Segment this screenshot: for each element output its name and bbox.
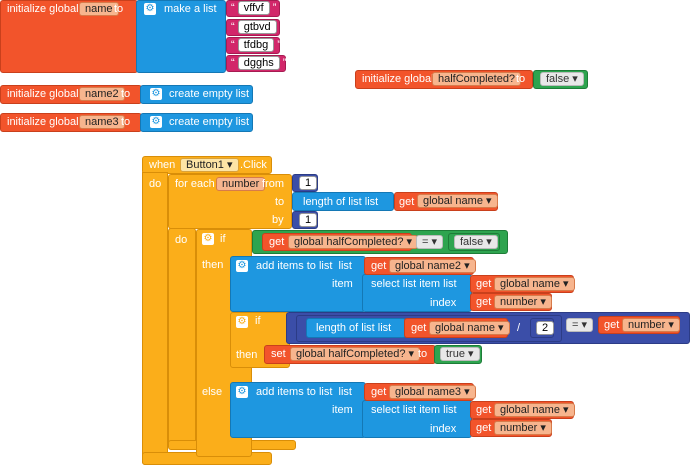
gear-icon[interactable]: ⚙ [144,3,156,15]
divide-label: / [517,322,521,334]
gear-icon[interactable]: ⚙ [150,116,162,128]
to-label: to [121,116,131,128]
create-empty-list-label: create empty list [169,88,250,100]
get-var-dropdown[interactable]: global name ▾ [494,403,575,417]
item-label: item [332,278,353,290]
to-label: to [275,196,285,208]
do-label: do [149,178,162,190]
component-dropdown[interactable]: Button1 ▾ [180,158,239,172]
operator-dropdown[interactable]: = ▾ [416,235,444,249]
index-label: index [430,423,457,435]
create-empty-list-block[interactable] [140,113,253,132]
text-value-2: “ gtbvd ” [231,20,284,34]
text-value-4: “ dgghs ” [231,56,287,70]
for-each-rail [168,228,196,449]
get-var-dropdown[interactable]: global name2 ▾ [389,259,476,273]
get-label: get [476,296,492,308]
get-label: get [604,319,620,331]
get-var-dropdown[interactable]: global halfCompleted? ▾ [288,235,419,249]
add-items-label: add items to list list [256,260,352,272]
get-label: get [476,404,492,416]
if-label: if [220,233,226,245]
set-label: set [271,348,286,360]
create-empty-list-block[interactable] [140,85,253,104]
length-of-list-label: length of list list [303,196,379,208]
select-list-item-label: select list item list [371,278,457,290]
get-var-dropdown[interactable]: global name ▾ [417,194,498,208]
for-each-label: for each [175,178,215,190]
get-label: get [411,322,427,334]
to-label: to [418,348,428,360]
divisor-value[interactable]: 2 [536,321,555,335]
var-name3-field[interactable]: name3 [79,115,125,129]
false-dropdown[interactable]: false ▾ [454,235,498,249]
by-label: by [272,214,284,226]
then-label: then [202,259,224,271]
do-label: do [175,234,188,246]
from-label: from [262,178,284,190]
get-label: get [371,260,387,272]
gear-icon[interactable]: ⚙ [236,316,248,328]
var-name-field[interactable]: name [79,2,119,16]
get-var-dropdown[interactable]: number ▾ [494,295,552,309]
from-value[interactable]: 1 [299,176,318,190]
by-value[interactable]: 1 [299,213,318,227]
item-label: item [332,404,353,416]
add-items-to-list-block[interactable] [230,256,366,312]
get-var-dropdown[interactable]: global name3 ▾ [389,385,476,399]
get-var-dropdown[interactable]: global name ▾ [429,321,510,335]
else-label: else [202,386,223,398]
then-label: then [236,349,258,361]
length-of-list-label: length of list list [316,322,392,334]
text-value-3: “ tfdbg ” [231,38,281,52]
get-label: get [476,278,492,290]
false-dropdown[interactable]: false ▾ [540,72,584,86]
get-var-dropdown[interactable]: number ▾ [494,421,552,435]
to-label: to [121,88,131,100]
get-var-dropdown[interactable]: number ▾ [622,318,680,332]
select-list-item-label: select list item list [371,404,457,416]
true-dropdown[interactable]: true ▾ [440,347,480,361]
gear-icon[interactable]: ⚙ [236,260,248,272]
get-label: get [476,422,492,434]
add-items-to-list-block[interactable] [230,382,366,438]
if-label: if [255,315,261,327]
gear-icon[interactable]: ⚙ [202,233,214,245]
var-name2-field[interactable]: name2 [79,87,125,101]
create-empty-list-label: create empty list [169,116,250,128]
add-items-inner [362,274,472,312]
gear-icon[interactable]: ⚙ [236,386,248,398]
gear-icon[interactable]: ⚙ [150,88,162,100]
init-label: initialize global [7,88,79,100]
event-body-rail [142,172,168,465]
when-label: when [149,159,176,171]
index-label: index [430,297,457,309]
event-name-label: .Click [240,159,267,171]
init-label: initialize global [7,3,79,15]
init-label: initialize global [362,73,434,85]
to-label: to [516,73,526,85]
add-items-label: add items to list list [256,386,352,398]
set-var-dropdown[interactable]: global halfCompleted? ▾ [290,347,421,361]
init-label: initialize global [7,116,79,128]
make-list-label: make a list [164,3,217,15]
loop-var-field[interactable]: number [216,177,266,191]
to-label: to [114,3,124,15]
operator-dropdown[interactable]: = ▾ [566,318,594,332]
get-label: get [269,236,285,248]
get-label: get [399,196,415,208]
get-label: get [371,386,387,398]
get-var-dropdown[interactable]: global name ▾ [494,277,575,291]
var-halfcompleted-field[interactable]: halfCompleted? [432,72,522,86]
length-of-list-block[interactable] [292,192,394,211]
text-value-1: “ vffvf ” [231,1,277,15]
